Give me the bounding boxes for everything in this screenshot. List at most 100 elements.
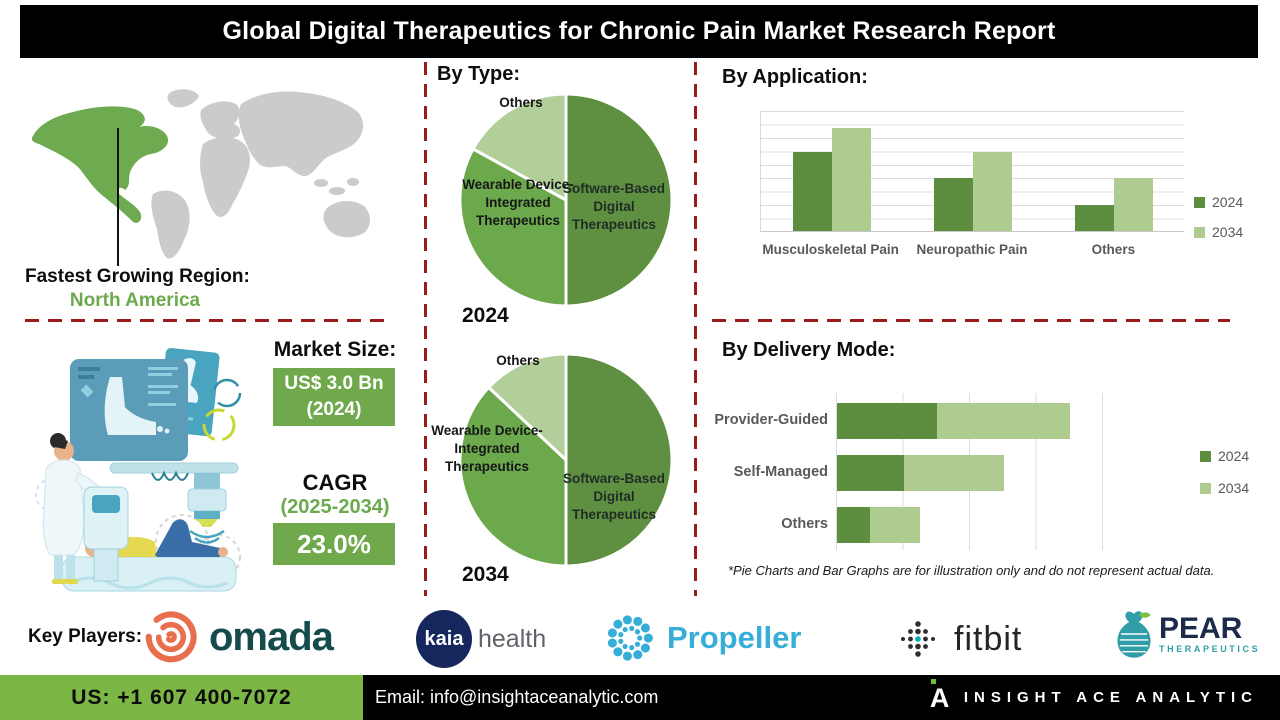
legend-item-2024: 2024 (1194, 194, 1243, 210)
by-application-heading: By Application: (722, 66, 868, 88)
category-label: Others (1091, 242, 1136, 257)
delivery-label-others: Others (781, 516, 828, 532)
by-application-categories: Musculoskeletal Pain Neuropathic Pain Ot… (760, 240, 1184, 260)
region-heading: Fastest Growing Region: (25, 266, 250, 287)
map-south-america (151, 190, 190, 259)
by-delivery-heading: By Delivery Mode: (722, 339, 896, 361)
brand-lockup: A INSIGHT ACE ANALYTIC (930, 675, 1258, 720)
segment-2024 (837, 507, 870, 543)
pie-2034-label-wearable: Wearable Device-Integrated Therapeutics (431, 423, 543, 475)
delivery-bar-self-managed (837, 455, 1004, 491)
legend-label-2024: 2024 (1212, 194, 1244, 210)
delivery-bar-others (837, 507, 920, 543)
map-greenland (167, 89, 199, 108)
by-type-heading: By Type: (437, 63, 520, 85)
legend-item-2034: 2034 (1200, 480, 1249, 496)
logo-fitbit[interactable]: fitbit (896, 614, 1022, 664)
pear-sub-wordmark: THERAPEUTICS (1159, 644, 1261, 654)
cagr-heading: CAGR (302, 470, 368, 495)
logo-pear-therapeutics[interactable]: PEAR THERAPEUTICS (1115, 608, 1260, 660)
pie-2024-year: 2024 (462, 304, 509, 327)
bar-2024 (792, 152, 832, 231)
market-size-value-box: US$ 3.0 Bn (2024) (273, 368, 395, 426)
legend-swatch-2024 (1194, 196, 1205, 208)
market-size-value: US$ 3.0 Bn (284, 373, 384, 395)
bar-group-others (1074, 178, 1153, 231)
pie-2034-label-others: Others (496, 353, 540, 368)
pie-chart-2034: Others Wearable Device-Integrated Therap… (431, 350, 676, 570)
footer-bar: US: +1 607 400-7072 Email: info@insighta… (0, 675, 1280, 720)
pear-wordmark-block: PEAR THERAPEUTICS (1159, 612, 1261, 655)
delivery-bar-provider-guided (837, 403, 1070, 439)
pie-2034-label-software: Software-Based Digital Therapeutics (562, 471, 666, 523)
legend-swatch-2024 (1200, 450, 1211, 462)
divider-horizontal-left (25, 319, 393, 322)
bar-group-musculoskeletal (792, 128, 871, 231)
by-delivery-legend: 2024 2034 (1200, 448, 1249, 496)
legend-swatch-2034 (1200, 482, 1211, 494)
market-size-year: (2024) (306, 399, 362, 420)
omada-wordmark: omada (209, 614, 334, 659)
delivery-label-self-managed: Self-Managed (733, 464, 828, 480)
region-value: North America (69, 290, 201, 311)
logo-propeller[interactable]: Propeller (603, 611, 801, 665)
phone-number[interactable]: US: +1 607 400-7072 (71, 685, 292, 709)
email-address[interactable]: Email: info@insightaceanalytic.com (375, 687, 659, 707)
world-map (31, 89, 370, 259)
market-size-heading: Market Size: (273, 338, 397, 361)
segment-2024 (837, 403, 937, 439)
title-bar: Global Digital Therapeutics for Chronic … (20, 5, 1258, 58)
by-application-legend: 2024 2034 (1194, 194, 1243, 240)
brand-name: INSIGHT ACE ANALYTIC (963, 689, 1258, 706)
fitbit-dots-icon (901, 621, 935, 657)
kaia-health-wordmark: health (478, 624, 547, 653)
bar-2024 (933, 178, 973, 231)
propeller-wordmark: Propeller (667, 620, 802, 655)
logo-omada[interactable]: omada (143, 608, 334, 666)
page-title: Global Digital Therapeutics for Chronic … (222, 17, 1056, 45)
propeller-dots-icon (607, 615, 653, 661)
map-north-america (31, 106, 169, 223)
legend-swatch-2034 (1194, 226, 1205, 238)
bar-group-neuropathic (933, 152, 1012, 231)
bar-2024 (1074, 205, 1114, 231)
kaia-oval-icon: kaia (416, 610, 472, 668)
foot-xray (104, 377, 156, 435)
pear-wordmark: PEAR (1159, 612, 1243, 645)
legend-label-2034: 2034 (1212, 224, 1244, 240)
medical-scan-illustration (35, 347, 242, 592)
kaia-wordmark: kaia (424, 627, 464, 650)
omada-fingerprint-icon (145, 611, 197, 663)
pie-2024-label-wearable: Wearable Device-Integrated Therapeutics (462, 177, 574, 229)
cagr-value-box: 23.0% (273, 523, 395, 565)
category-label: Musculoskeletal Pain (762, 242, 899, 257)
legend-label-2034: 2034 (1218, 480, 1250, 496)
xray-screen-large (70, 359, 188, 461)
bar-2034 (831, 128, 871, 231)
map-australia (323, 200, 370, 238)
segment-2034 (904, 455, 1004, 491)
bar-2034 (972, 152, 1012, 231)
divider-vertical-right (694, 62, 697, 596)
legend-label-2024: 2024 (1218, 448, 1250, 464)
pie-2024-svg (458, 92, 674, 308)
divider-horizontal-right (712, 319, 1230, 322)
cagr-value: 23.0% (297, 528, 371, 559)
pear-icon (1117, 611, 1151, 658)
pie-2024-label-software: Software-Based Digital Therapeutics (562, 181, 666, 233)
map-europe (200, 101, 241, 139)
pie-2024-label-others: Others (499, 95, 543, 110)
disclaimer-footnote: *Pie Charts and Bar Graphs are for illus… (728, 563, 1215, 578)
key-players-heading: Key Players: (28, 626, 143, 647)
scanner-head (187, 473, 227, 544)
footer-phone-box: US: +1 607 400-7072 (0, 675, 363, 720)
delivery-label-provider-guided: Provider-Guided (714, 412, 828, 428)
insight-ace-logo-icon: A (930, 678, 952, 714)
pie-chart-2024: Others Wearable Device-Integrated Therap… (456, 90, 676, 310)
logo-kaia-health[interactable]: kaia health (416, 610, 546, 668)
pie-2034-svg (458, 352, 674, 568)
map-asia (238, 91, 364, 177)
divider-vertical-left (424, 62, 427, 596)
cagr-period: (2025-2034) (280, 496, 390, 518)
map-pointer-line (117, 128, 119, 266)
